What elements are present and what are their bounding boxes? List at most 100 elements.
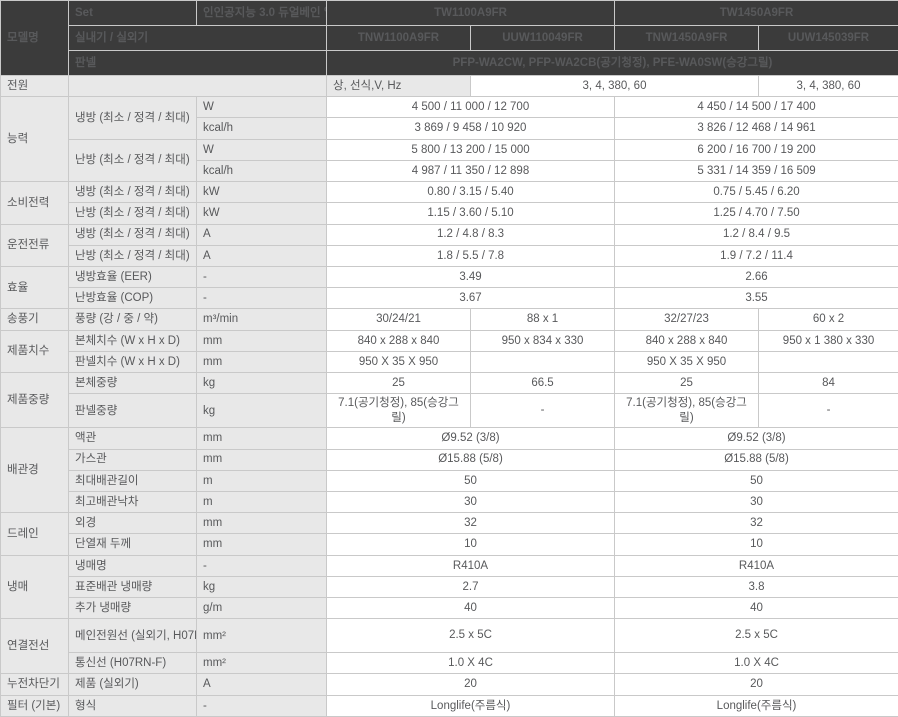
row-label-1-0: 냉방 (최소 / 정격 / 최대) — [68, 96, 197, 140]
row-label-2-1: 난방 (최소 / 정격 / 최대) — [68, 202, 197, 225]
value-cell-10-0-1: R410A — [614, 554, 898, 577]
row-unit-1-3: kcal/h — [196, 159, 327, 183]
value-cell-7-1-3: - — [758, 393, 898, 429]
table-row: 능력 냉방 (최소 / 정격 / 최대) W 4 500 / 11 000 / 12 … — [0, 96, 898, 183]
row-unit-1-2: W — [196, 138, 327, 161]
row-label-9-0: 외경 — [68, 512, 197, 535]
value-cell-5-0-0: 30/24/21 — [326, 308, 471, 331]
row-label-8-2: 최대배관길이 — [68, 469, 197, 492]
value-cell-6-1-1 — [469, 350, 616, 374]
row-label-3-1: 난방 (최소 / 정격 / 최대) — [68, 244, 197, 267]
row-unit-2-1: kW — [196, 202, 327, 225]
value-cell-7-1-2: 7.1(공기청정), 85(승강그릴) — [614, 393, 760, 429]
row-label-11-1: 통신선 (H07RN-F) — [68, 652, 197, 675]
group-label-2: 소비전력 — [0, 181, 69, 225]
value-cell-10-0-0: R410A — [325, 554, 616, 577]
table-row: 소비전력 냉방 (최소 / 정격 / 최대) kW 0.80 / 3.15 / 5.4… — [0, 181, 898, 225]
value-cell-11-1-0: 1.0 X 4C — [325, 652, 616, 675]
row-label-10-1: 표준배관 냉매량 — [68, 575, 197, 599]
header-unit-model-3: TNW1450A9FR — [614, 25, 760, 51]
value-cell-6-0-1: 950 x 834 x 330 — [469, 329, 616, 352]
value-cell-13-0-1: Longlife(주름식) — [614, 694, 898, 717]
value-cell-8-3-1: 30 — [614, 490, 898, 514]
row-label-8-3: 최고배관낙차 — [68, 490, 197, 514]
table-row: 표준배관 냉매량 kg 2.7 3.8 — [1, 575, 898, 599]
value-cell-1-1-1: 3 826 / 12 468 / 14 961 — [614, 117, 898, 140]
value-cell-6-0-2: 840 x 288 x 840 — [614, 329, 760, 352]
table-row: 최고배관낙차 m 30 30 — [1, 490, 898, 514]
group-label-1: 능력 — [0, 96, 69, 183]
row-label-10-0: 냉매명 — [68, 554, 197, 577]
row-unit-2-0: kW — [196, 181, 327, 204]
row-unit-8-0: mm — [196, 427, 327, 450]
row-unit-11-0: mm² — [196, 618, 327, 654]
table-row: kcal/h 3 869 / 9 458 / 10 920 3 826 / 12 4… — [1, 117, 898, 140]
header-row-indoor-outdoor: 실내기 / 실외기 TNW1100A9FR UUW110049FR TNW1450A9… — [1, 25, 898, 51]
value-cell-0-0-0: 3, 4, 380, 60 — [469, 74, 760, 98]
header-sub-indoor-outdoor: 실내기 / 실외기 — [68, 25, 327, 51]
row-unit-7-0: kg — [196, 372, 327, 395]
table-row: 제품치수 본체치수 (W x H x D) mm 840 x 288 x 840 950… — [0, 329, 898, 374]
row-label-10-2: 추가 냉매량 — [68, 597, 197, 620]
table-row: 제품중량 본체중량 kg 25 66.5 25 84 — [0, 372, 898, 429]
value-cell-4-0-1: 2.66 — [614, 265, 898, 289]
value-cell-2-0-0: 0.80 / 3.15 / 5.40 — [325, 181, 616, 204]
header-unit-model-4: UUW145039FR — [758, 25, 898, 51]
value-cell-8-0-0: Ø9.52 (3/8) — [325, 427, 616, 450]
row-label-4-0: 냉방효율 (EER) — [68, 265, 197, 289]
table-row: 필터 (기본) 형식 - Longlife(주름식) Longlife(주름식) — [0, 694, 898, 717]
row-label-7-0: 본체중량 — [68, 372, 197, 395]
value-cell-7-0-3: 84 — [758, 372, 898, 395]
value-cell-6-0-3: 950 x 1 380 x 330 — [758, 329, 898, 352]
table-row: 효율 냉방효율 (EER) -3.49 2.66 — [0, 265, 898, 310]
value-cell-1-3-0: 4 987 / 11 350 / 12 898 — [325, 159, 616, 183]
value-cell-2-1-0: 1.15 / 3.60 / 5.10 — [325, 202, 616, 225]
value-cell-9-1-1: 10 — [614, 533, 898, 556]
value-cell-5-0-3: 60 x 2 — [758, 308, 898, 331]
table-row: 배관경 액관 mm Ø9.52 (3/8) Ø9.52 (3/8) — [0, 427, 898, 514]
value-cell-2-0-1: 0.75 / 5.45 / 6.20 — [614, 181, 898, 204]
table-row: kcal/h 4 987 / 11 350 / 12 898 5 331 / 14 … — [1, 159, 898, 183]
table-row: 누전차단기 제품 (실외기) A 20 20 — [0, 673, 898, 696]
row-unit-8-1: mm — [196, 448, 327, 471]
value-cell-8-1-0: Ø15.88 (5/8) — [325, 448, 616, 471]
value-cell-7-1-0: 7.1(공기청정), 85(승강그릴) — [326, 393, 471, 429]
row-unit-4-0: - — [196, 265, 327, 289]
value-cell-7-1-1: - — [469, 393, 616, 429]
value-cell-3-0-1: 1.2 / 8.4 / 9.5 — [614, 223, 898, 246]
row-label-0-0 — [68, 74, 327, 98]
value-cell-9-0-1: 32 — [614, 512, 898, 535]
table-row: 난방 (최소 / 정격 / 최대) kW 1.15 / 3.60 / 5.10 1.2… — [1, 202, 898, 225]
header-model-tw1450: TW1450A9FR — [614, 0, 898, 26]
group-label-7: 제품중량 — [0, 372, 69, 429]
table-row: 판넬치수 (W x H x D) mm 950 X 35 X 950 950 X 35… — [1, 350, 898, 374]
value-cell-3-1-0: 1.8 / 5.5 / 7.8 — [325, 244, 616, 267]
row-unit-11-1: mm² — [196, 652, 327, 675]
row-unit-10-2: g/m — [196, 597, 327, 620]
value-cell-1-0-0: 4 500 / 11 000 / 12 700 — [325, 96, 616, 119]
header-unit-model-1: TNW1100A9FR — [326, 25, 471, 51]
value-cell-3-0-0: 1.2 / 4.8 / 8.3 — [325, 223, 616, 246]
value-cell-6-1-0: 950 X 35 X 950 — [326, 350, 471, 374]
value-cell-6-0-0: 840 x 288 x 840 — [326, 329, 471, 352]
value-cell-10-2-1: 40 — [614, 597, 898, 620]
value-cell-10-1-1: 3.8 — [614, 575, 898, 599]
value-cell-8-0-1: Ø9.52 (3/8) — [614, 427, 898, 450]
row-unit-5-0: m³/min — [196, 308, 327, 331]
row-label-5-0: 풍량 (강 / 중 / 약) — [68, 308, 197, 331]
header-model-tw1100: TW1100A9FR — [325, 0, 616, 26]
group-label-3: 운전전류 — [0, 223, 69, 267]
table-row: 추가 냉매량 g/m 40 40 — [1, 597, 898, 620]
group-label-11: 연결전선 — [0, 618, 69, 675]
row-unit-4-1: - — [196, 287, 327, 310]
row-label-6-0: 본체치수 (W x H x D) — [68, 329, 197, 352]
value-cell-1-1-0: 3 869 / 9 458 / 10 920 — [325, 117, 616, 140]
table-row: 단열재 두께 mm 10 10 — [1, 533, 898, 556]
value-cell-0-0-1: 3, 4, 380, 60 — [758, 74, 898, 98]
value-cell-9-1-0: 10 — [325, 533, 616, 556]
table-row: 운전전류 냉방 (최소 / 정격 / 최대) A 1.2 / 4.8 / 8.3 1.2… — [0, 223, 898, 267]
group-label-6: 제품치수 — [0, 329, 69, 374]
table-row: 난방효율 (COP) -3.67 3.55 — [1, 287, 898, 310]
